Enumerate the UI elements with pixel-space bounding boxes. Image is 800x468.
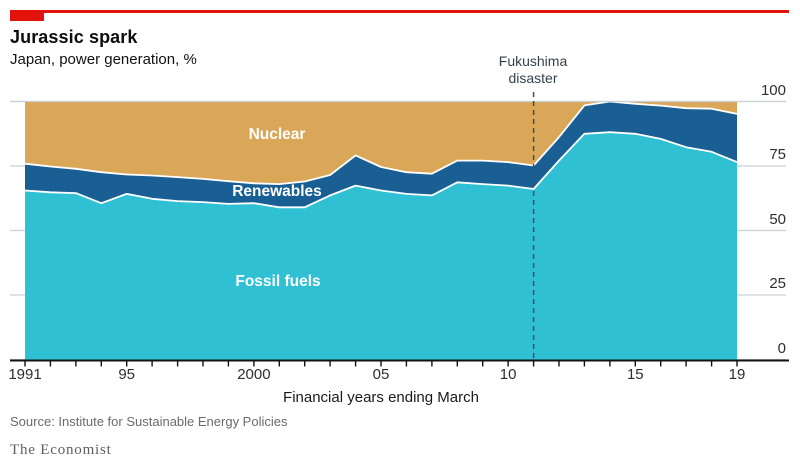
economist-wordmark: The Economist	[10, 442, 112, 458]
top-red-block	[10, 10, 44, 21]
page-title: Jurassic spark	[10, 27, 138, 47]
page-subtitle: Japan, power generation, %	[10, 51, 197, 68]
source-note: Source: Institute for Sustainable Energy…	[10, 414, 288, 429]
top-red-rule	[10, 10, 789, 13]
